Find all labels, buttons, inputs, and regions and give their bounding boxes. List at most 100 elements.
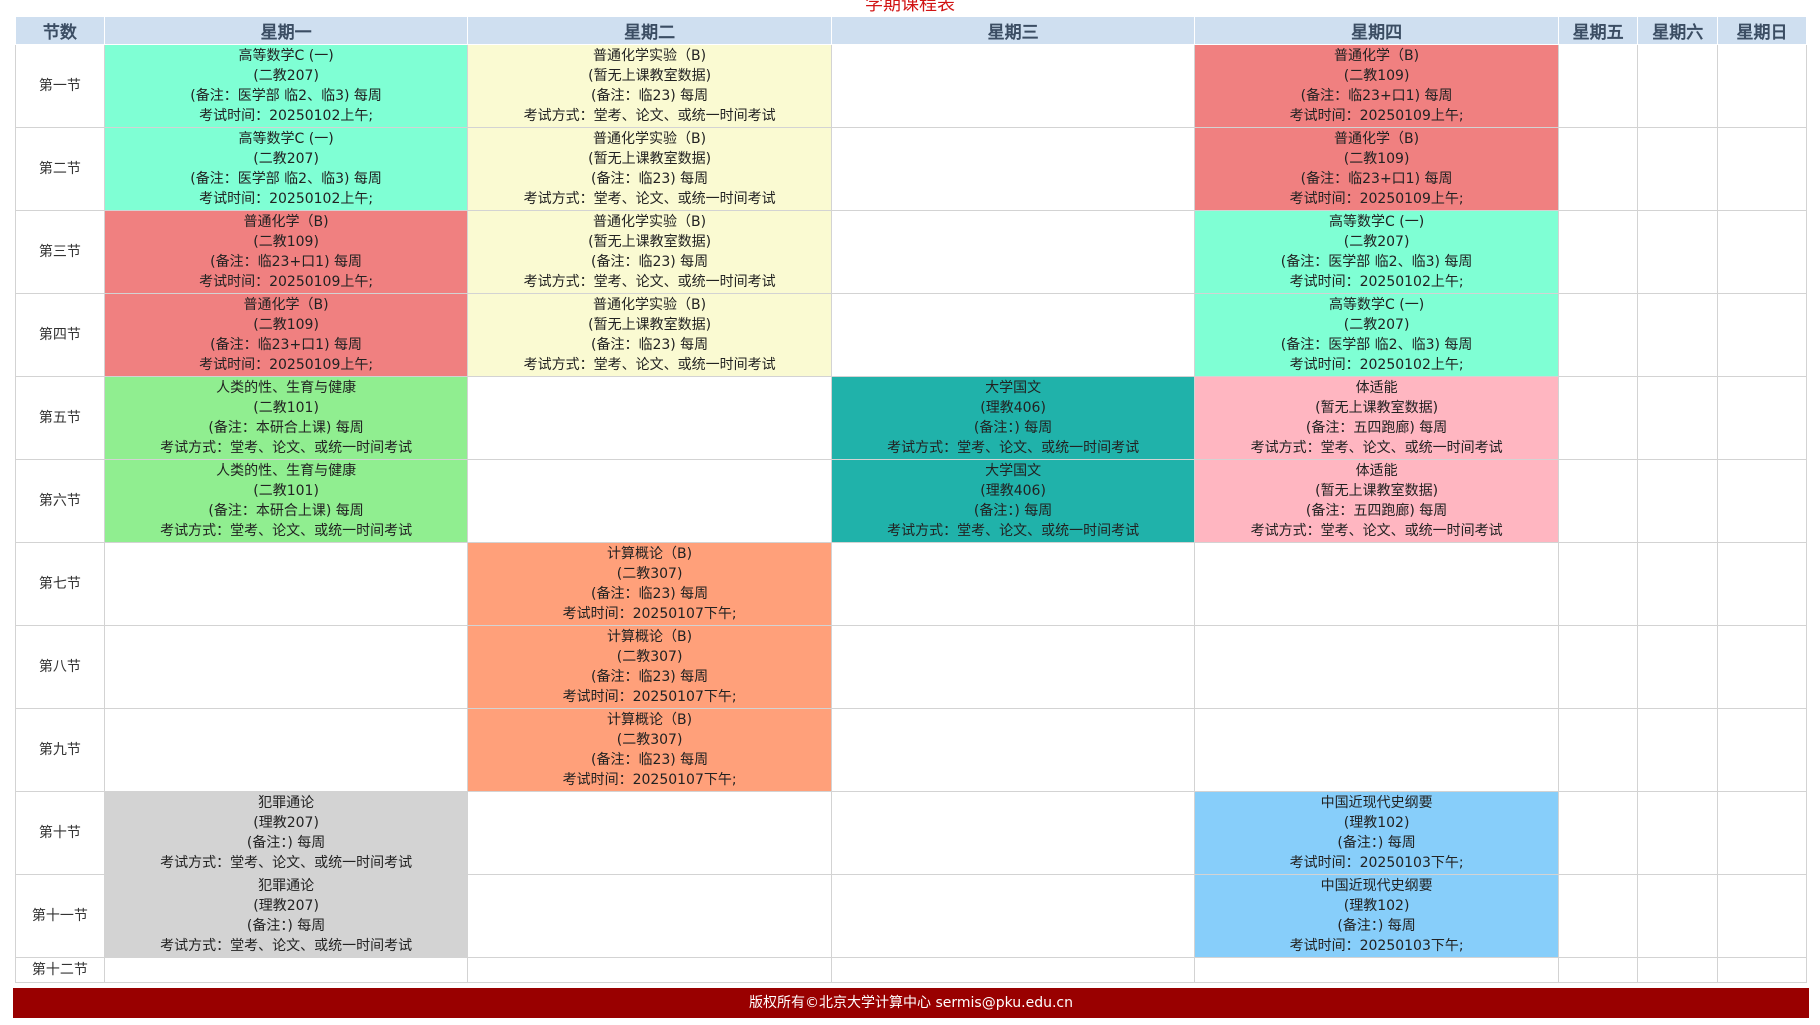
empty-cell [1637,376,1719,460]
period-label: 第十二节 [15,957,105,983]
empty-cell [1557,44,1639,128]
course-info-line: (理教406) [980,483,1046,499]
empty-cell [1717,293,1807,377]
course-info-line: (备注：医学部 临2、临3) 每周 [190,88,382,104]
course-cell: 普通化学实验（B) (暂无上课教室数据) (备注：临23) 每周 考试方式：堂考、论文… [467,293,832,377]
course-info-line: 考试时间：20250103下午; [1289,938,1464,954]
course-info-line: (暂无上课教室数据) [1315,400,1439,416]
empty-cell [1717,210,1807,294]
course-info-line: (备注：临23) 每周 [590,669,709,685]
course-info-line: (二教207) [253,68,319,84]
empty-cell [1194,625,1559,709]
course-info-line: (备注：) 每周 [1337,918,1416,934]
course-info-line: 考试方式：堂考、论文、或统一时间考试 [160,523,413,539]
course-info-line: 高等数学C (一) [238,48,334,64]
course-info-line: 大学国文 [985,380,1042,396]
course-info-line: (理教406) [980,400,1046,416]
course-info-line: 普通化学（B) [243,214,329,230]
course-info-line: 考试方式：堂考、论文、或统一时间考试 [523,191,776,207]
course-info-line: 人类的性、生育与健康 [216,463,357,479]
empty-cell [1557,542,1639,626]
course-info-line: (暂无上课教室数据) [588,317,712,333]
empty-cell [1637,127,1719,211]
schedule-body: 第一节 高等数学C (一) (二教207) (备注：医学部 临2、临3) 每周 考试时间… [15,44,1807,983]
period-label: 第十一节 [15,874,105,958]
course-info-line: 考试时间：20250109上午; [199,357,374,373]
course-info-line: (备注：五四跑廊) 每周 [1305,420,1448,436]
empty-cell [103,542,469,626]
course-info-line: 大学国文 [985,463,1042,479]
course-info-line: 考试方式：堂考、论文、或统一时间考试 [887,440,1140,456]
course-info-line: 考试方式：堂考、论文、或统一时间考试 [160,855,413,871]
empty-cell [830,293,1196,377]
course-info-line: 考试时间：20250109上午; [1289,108,1464,124]
empty-cell [830,542,1196,626]
empty-cell [1557,127,1639,211]
course-info-line: (暂无上课教室数据) [588,151,712,167]
period-label: 第九节 [15,708,105,792]
period-label: 第二节 [15,127,105,211]
empty-cell [830,708,1196,792]
header-row: 节数 星期一 星期二 星期三 星期四 星期五 星期六 星期日 [15,16,1807,45]
course-info-line: 考试方式：堂考、论文、或统一时间考试 [523,274,776,290]
header-sunday: 星期日 [1717,16,1807,45]
empty-cell [830,127,1196,211]
course-cell: 犯罪通论 (理教207) (备注：) 每周 考试方式：堂考、论文、或统一时间考试 [103,791,469,875]
course-info-line: 考试时间：20250109上午; [1289,191,1464,207]
course-info-line: 普通化学实验（B) [593,48,707,64]
schedule-row: 第三节 普通化学（B) (二教109) (备注：临23+口1) 每周 考试时间：2025… [15,210,1807,294]
course-info-line: 犯罪通论 [258,878,315,894]
schedule-row: 第二节 高等数学C (一) (二教207) (备注：医学部 临2、临3) 每周 考试时间… [15,127,1807,211]
empty-cell [830,791,1196,875]
course-info-line: 考试方式：堂考、论文、或统一时间考试 [160,440,413,456]
course-info-line: (二教307) [616,732,683,748]
course-info-line: 普通化学（B) [243,297,329,313]
course-cell: 犯罪通论 (理教207) (备注：) 每周 考试方式：堂考、论文、或统一时间考试 [103,874,469,958]
course-info-line: (理教207) [253,815,319,831]
empty-cell [1557,791,1639,875]
course-info-line: (理教102) [1343,898,1410,914]
course-info-line: 考试方式：堂考、论文、或统一时间考试 [1250,523,1503,539]
empty-cell [467,376,832,460]
course-info-line: 体适能 [1355,380,1398,396]
course-cell: 体适能 (暂无上课教室数据) (备注：五四跑廊) 每周 考试方式：堂考、论文、或统一时… [1194,459,1559,543]
course-cell: 大学国文 (理教406) (备注：) 每周 考试方式：堂考、论文、或统一时间考试 [830,376,1196,460]
footer: 版权所有©北京大学计算中心 sermis@pku.edu.cn [13,988,1809,1018]
header-period: 节数 [15,16,105,45]
course-info-line: (暂无上课教室数据) [588,234,712,250]
empty-cell [830,874,1196,958]
course-info-line: 计算概论（B) [607,629,693,645]
empty-cell [1637,957,1719,983]
course-info-line: (备注：五四跑廊) 每周 [1305,503,1448,519]
schedule-row: 第八节 计算概论（B) (二教307) (备注：临23) 每周考试时间：2025010… [15,625,1807,709]
empty-cell [830,625,1196,709]
course-info-line: 考试时间：20250107下午; [562,689,737,705]
course-info-line: 人类的性、生育与健康 [216,380,357,396]
empty-cell [1557,376,1639,460]
empty-cell [1194,542,1559,626]
course-info-line: 计算概论（B) [607,546,693,562]
course-info-line: 中国近现代史纲要 [1320,878,1433,894]
course-info-line: (二教307) [616,649,683,665]
header-friday: 星期五 [1557,16,1639,45]
empty-cell [467,874,832,958]
course-cell: 普通化学（B) (二教109) (备注：临23+口1) 每周 考试时间：2025010… [1194,44,1559,128]
course-info-line: (备注：临23+口1) 每周 [1300,88,1453,104]
empty-cell [1637,625,1719,709]
empty-cell [1717,376,1807,460]
empty-cell [467,459,832,543]
course-info-line: (二教101) [253,400,319,416]
course-info-line: 普通化学实验（B) [593,297,707,313]
schedule-row: 第七节 计算概论（B) (二教307) (备注：临23) 每周 考试时间：2025010… [15,542,1807,626]
course-info-line: (二教207) [1343,234,1410,250]
course-info-line: 考试方式：堂考、论文、或统一时间考试 [1250,440,1503,456]
course-info-line: (备注：临23) 每周 [590,586,709,602]
course-info-line: (备注：医学部 临2、临3) 每周 [1280,337,1473,353]
course-info-line: 考试时间：20250103下午; [1289,855,1464,871]
course-cell: 普通化学实验（B) (暂无上课教室数据) (备注：临23) 每周 考试方式：堂考、论文… [467,210,832,294]
course-info-line: (备注：) 每周 [246,835,326,851]
period-label: 第八节 [15,625,105,709]
course-cell: 高等数学C (一) (二教207) (备注：医学部 临2、临3) 每周 考试时间：20… [103,44,469,128]
empty-cell [467,957,832,983]
course-info-line: 高等数学C (一) [1329,214,1425,230]
